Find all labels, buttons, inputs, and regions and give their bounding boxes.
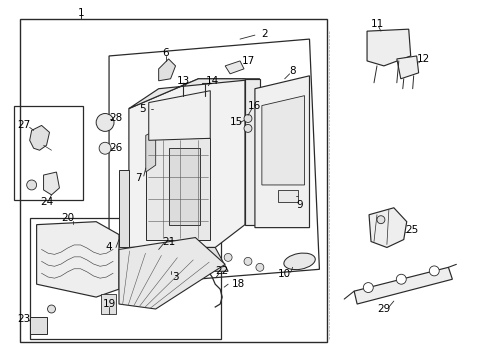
Polygon shape — [168, 148, 200, 225]
Text: 19: 19 — [102, 299, 116, 309]
Polygon shape — [119, 238, 224, 309]
Bar — [277, 190, 297, 202]
Text: 10: 10 — [278, 269, 291, 279]
Polygon shape — [158, 59, 175, 81]
Polygon shape — [37, 222, 119, 297]
Text: 2: 2 — [261, 29, 267, 39]
Polygon shape — [119, 170, 129, 247]
Circle shape — [395, 274, 406, 284]
Polygon shape — [262, 96, 304, 185]
Text: 26: 26 — [109, 143, 122, 153]
Polygon shape — [224, 61, 244, 74]
Text: 9: 9 — [296, 200, 302, 210]
Text: 24: 24 — [40, 197, 53, 207]
Circle shape — [27, 180, 37, 190]
Polygon shape — [145, 138, 210, 239]
Bar — [30, 218, 221, 339]
Circle shape — [47, 305, 55, 313]
Polygon shape — [129, 79, 244, 247]
Circle shape — [428, 266, 438, 276]
Text: 12: 12 — [416, 54, 429, 64]
Text: 23: 23 — [17, 314, 30, 324]
Text: 21: 21 — [162, 237, 175, 247]
Polygon shape — [368, 208, 406, 247]
Polygon shape — [148, 91, 210, 140]
Polygon shape — [366, 29, 410, 66]
Text: 3: 3 — [172, 272, 179, 282]
Text: 28: 28 — [109, 113, 122, 123]
Text: 25: 25 — [404, 225, 417, 235]
Text: 14: 14 — [205, 76, 219, 86]
Polygon shape — [43, 172, 60, 195]
Polygon shape — [396, 56, 418, 79]
Polygon shape — [101, 294, 116, 314]
Polygon shape — [244, 79, 259, 225]
Circle shape — [376, 216, 384, 224]
Polygon shape — [353, 267, 451, 304]
Circle shape — [244, 257, 251, 265]
Circle shape — [255, 264, 264, 271]
Text: 17: 17 — [241, 56, 254, 66]
Text: 13: 13 — [177, 76, 190, 86]
Circle shape — [224, 253, 232, 261]
Text: 5: 5 — [139, 104, 146, 113]
Text: 16: 16 — [248, 100, 261, 111]
Polygon shape — [30, 125, 49, 150]
Circle shape — [99, 142, 111, 154]
Text: 8: 8 — [289, 66, 295, 76]
Text: 6: 6 — [162, 48, 168, 58]
Bar — [14, 105, 83, 200]
Polygon shape — [129, 247, 228, 271]
Polygon shape — [30, 317, 46, 334]
Text: 22: 22 — [215, 266, 228, 276]
Circle shape — [363, 283, 372, 293]
Text: 20: 20 — [61, 213, 74, 223]
Text: 18: 18 — [231, 279, 244, 289]
Circle shape — [96, 113, 114, 131]
Text: 1: 1 — [78, 8, 84, 18]
Text: 4: 4 — [105, 243, 112, 252]
Bar — [20, 19, 326, 342]
Circle shape — [244, 125, 251, 132]
Polygon shape — [254, 76, 309, 228]
Text: 7: 7 — [135, 173, 142, 183]
Polygon shape — [129, 79, 259, 109]
Circle shape — [244, 114, 251, 122]
Ellipse shape — [284, 253, 315, 270]
Polygon shape — [145, 130, 155, 172]
Text: 27: 27 — [17, 121, 30, 130]
Text: 11: 11 — [369, 19, 383, 29]
Text: 15: 15 — [229, 117, 242, 127]
Text: 29: 29 — [377, 304, 390, 314]
